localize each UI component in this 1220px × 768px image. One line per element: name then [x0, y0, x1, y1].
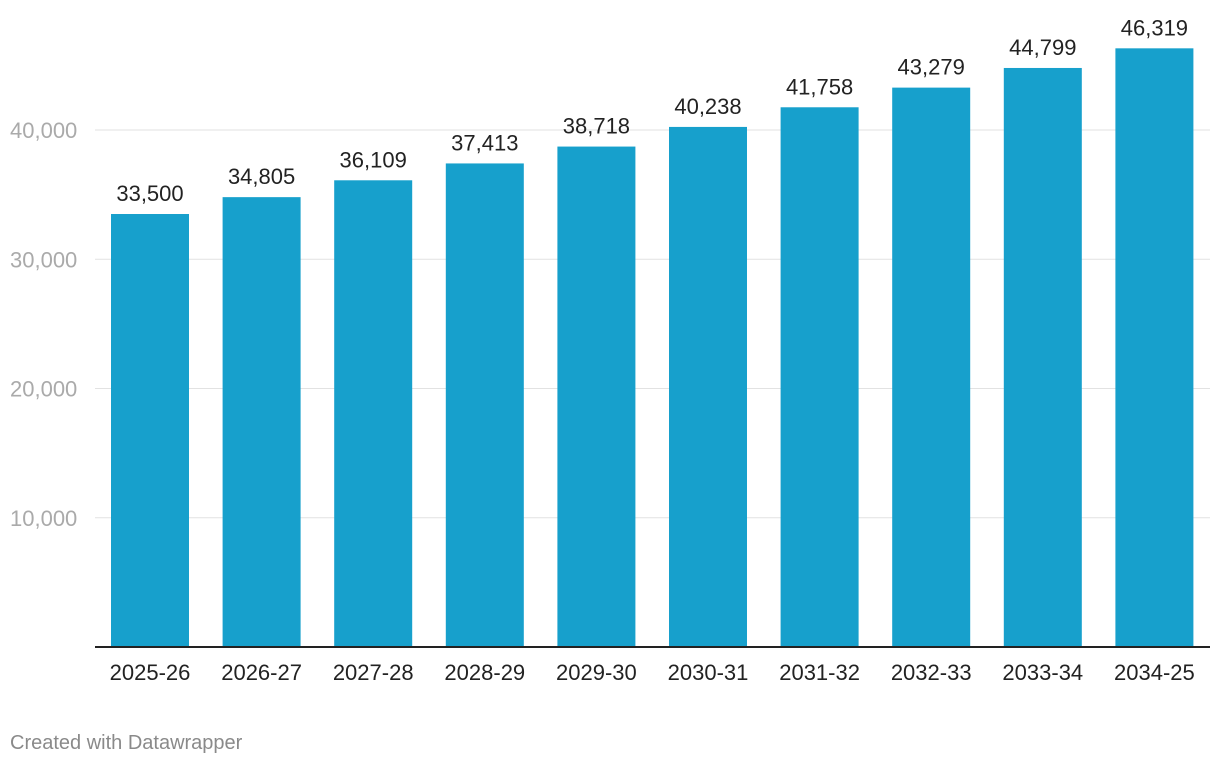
- bar: [669, 126, 747, 648]
- x-category-label: 2027-28: [333, 660, 414, 685]
- x-category-label: 2034-25: [1114, 660, 1195, 685]
- bar: [780, 107, 859, 648]
- x-category-label: 2029-30: [556, 660, 637, 685]
- bar-value-label: 34,805: [228, 164, 295, 189]
- bar-value-label: 44,799: [1009, 35, 1076, 60]
- x-category-label: 2030-31: [668, 660, 749, 685]
- bar-value-label: 46,319: [1121, 15, 1188, 40]
- bar-value-label: 40,238: [674, 94, 741, 119]
- y-tick-label: 20,000: [10, 377, 77, 402]
- x-category-label: 2032-33: [891, 660, 972, 685]
- x-category-label: 2033-34: [1002, 660, 1083, 685]
- bars: [111, 48, 1194, 648]
- bar: [334, 180, 413, 647]
- credit-text: Created with Datawrapper: [10, 732, 243, 754]
- bar-value-label: 41,758: [786, 74, 853, 99]
- bar-value-label: 38,718: [563, 114, 630, 139]
- bar-value-label: 33,500: [116, 181, 183, 206]
- labels: 10,000 20,000 30,000 40,000 33,500 2025-26 34,…: [10, 15, 1210, 685]
- x-category-label: 2026-27: [221, 660, 302, 685]
- bar-value-label: 36,109: [340, 147, 407, 172]
- bar: [1115, 48, 1194, 648]
- bar: [445, 163, 524, 647]
- bar: [1003, 67, 1082, 648]
- y-tick-label: 10,000: [10, 506, 77, 531]
- x-category-label: 2028-29: [444, 660, 525, 685]
- x-category-label: 2031-32: [779, 660, 860, 685]
- x-category-label: 2025-26: [110, 660, 191, 685]
- y-tick-label: 30,000: [10, 247, 77, 272]
- bar: [892, 87, 971, 648]
- bar: [111, 214, 189, 647]
- y-tick-label: 40,000: [10, 118, 77, 143]
- bar: [222, 197, 301, 647]
- bar-value-label: 43,279: [898, 55, 965, 80]
- bar: [557, 146, 636, 647]
- bar-value-label: 37,413: [451, 130, 518, 155]
